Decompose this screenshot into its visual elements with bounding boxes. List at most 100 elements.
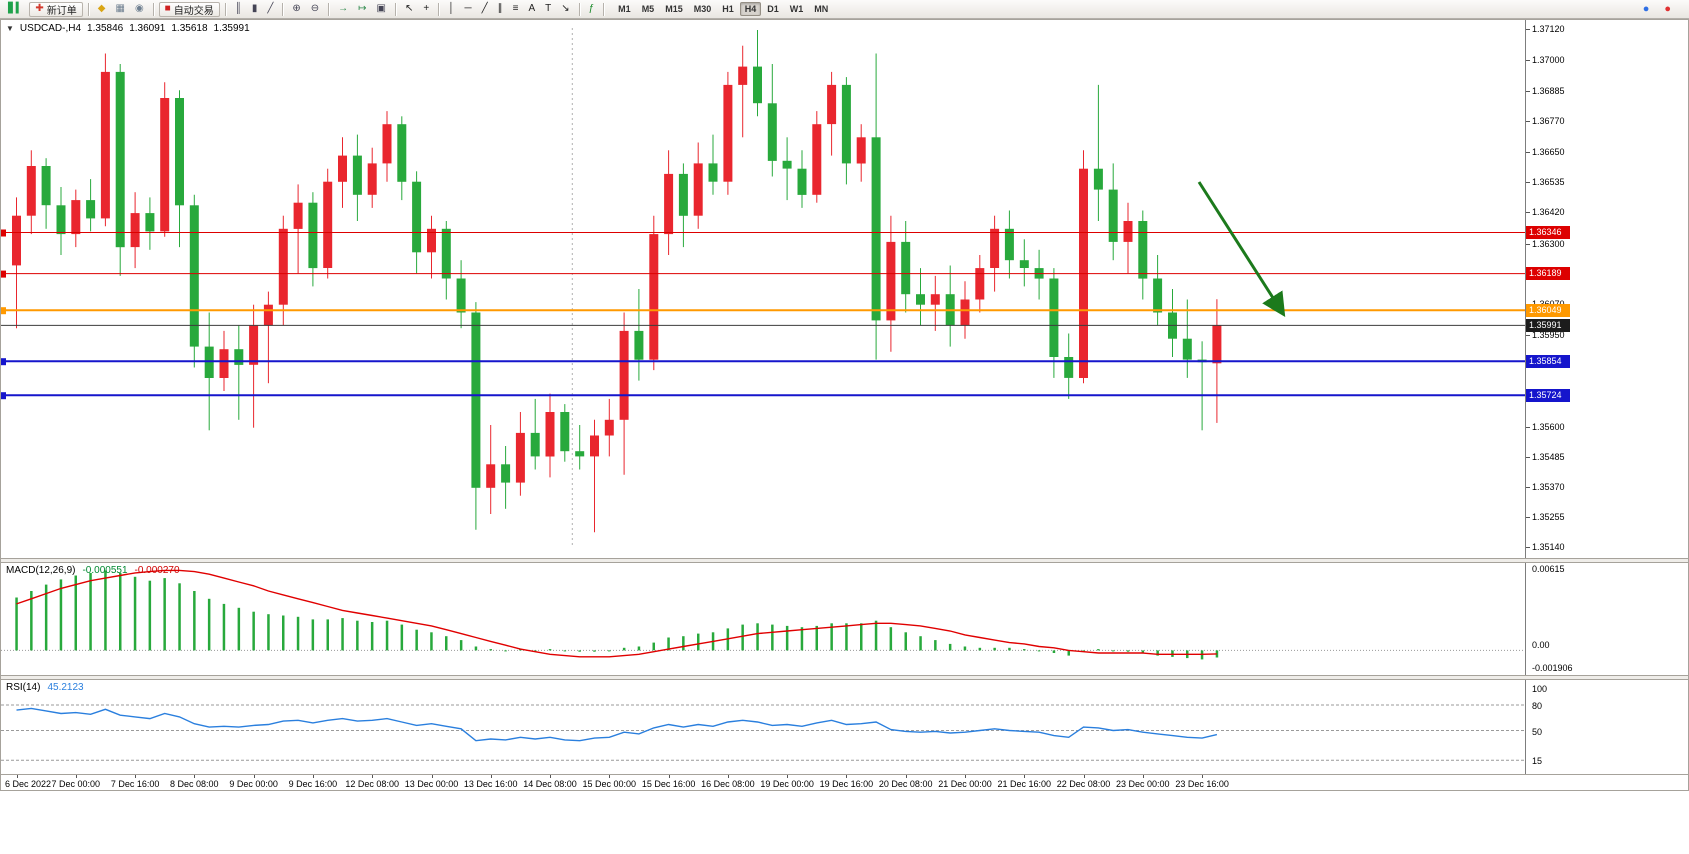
candle bbox=[486, 464, 496, 488]
channel-icon[interactable]: ∥ bbox=[494, 2, 507, 17]
time-axis[interactable]: 6 Dec 2022 7 Dec 00:00 7 Dec 16:00 8 Dec 08… bbox=[1, 774, 1688, 790]
candles-layer bbox=[12, 30, 1222, 533]
zoom-out-icon[interactable]: ⊖ bbox=[307, 2, 323, 17]
chart-shift-icon[interactable]: ↦ bbox=[354, 2, 370, 17]
price-chart-canvas[interactable] bbox=[1, 20, 1525, 558]
zoom-out-icon: ⊖ bbox=[310, 3, 320, 14]
time-tick bbox=[16, 775, 18, 778]
price-axis[interactable] bbox=[1525, 20, 1688, 558]
new-order-button[interactable]: ✚ 新订单 bbox=[29, 1, 83, 17]
price-badge: 1.35991 bbox=[1526, 318, 1570, 332]
cursor-icon: ↖ bbox=[404, 3, 414, 14]
arrow-objects-icon[interactable]: ↘ bbox=[557, 2, 573, 17]
rsi-panel[interactable]: RSI(14) 45.2123 100 80 50 15 bbox=[1, 680, 1688, 774]
time-tick bbox=[727, 775, 729, 778]
new-order-icon: ✚ bbox=[35, 3, 44, 14]
timeframe-d1[interactable]: D1 bbox=[767, 4, 779, 14]
price-axis-label: 1.35140 bbox=[1526, 542, 1565, 552]
macd-panel[interactable]: MACD(12,26,9) -0.000551 -0.000270 0.0061… bbox=[1, 563, 1688, 675]
horizontal-line-icon[interactable]: ─ bbox=[460, 2, 475, 17]
auto-scroll-icon[interactable]: → bbox=[334, 2, 352, 17]
candle bbox=[590, 435, 599, 457]
candle bbox=[634, 330, 644, 360]
price-axis-label: 1.36770 bbox=[1526, 115, 1565, 126]
macd-canvas bbox=[1, 569, 1525, 660]
autotrade-button[interactable]: ■ 自动交易 bbox=[158, 1, 220, 17]
candle bbox=[471, 312, 481, 488]
chart-high-value: 1.36091 bbox=[129, 23, 166, 34]
text-icon[interactable]: A bbox=[524, 2, 539, 17]
autotrade-icon: ■ bbox=[164, 3, 171, 14]
timeframe-m30[interactable]: M30 bbox=[693, 4, 712, 14]
trendline-icon[interactable]: ╱ bbox=[478, 2, 492, 17]
rsi-axis[interactable] bbox=[1525, 680, 1688, 774]
bar-chart-icon: ║ bbox=[234, 3, 242, 14]
expert-advisor-icon: ◆ bbox=[97, 3, 106, 14]
expert-advisor-icon[interactable]: ◆ bbox=[94, 2, 110, 17]
candle bbox=[560, 412, 570, 452]
notification-icon[interactable]: ● bbox=[1660, 2, 1675, 17]
timeframe-h1[interactable]: H1 bbox=[722, 4, 734, 14]
timeframe-mn[interactable]: MN bbox=[814, 4, 829, 14]
candle bbox=[1153, 278, 1163, 313]
candle bbox=[204, 346, 214, 378]
price-axis-label: 1.35370 bbox=[1526, 481, 1565, 492]
candle bbox=[693, 163, 703, 216]
chart-close-value: 1.35991 bbox=[213, 23, 250, 34]
rsi-value: 45.2123 bbox=[47, 682, 84, 693]
rsi-axis-label: 100 bbox=[1532, 684, 1548, 694]
text-label-icon[interactable]: T bbox=[541, 2, 555, 17]
macd-signal-value: -0.000270 bbox=[134, 565, 180, 576]
time-axis-label: 15 Dec 00:00 bbox=[582, 779, 637, 789]
tile-windows-icon[interactable]: ▣ bbox=[373, 2, 390, 17]
line-chart-icon[interactable]: ╱ bbox=[263, 2, 277, 17]
toolbar-separator bbox=[87, 2, 89, 16]
candle bbox=[530, 432, 540, 457]
data-window-icon[interactable]: ▦ bbox=[111, 2, 128, 17]
candlestick-chart-icon[interactable]: ▮ bbox=[248, 2, 262, 17]
time-axis-label: 15 Dec 16:00 bbox=[641, 779, 696, 789]
new-order-label: 新订单 bbox=[46, 5, 77, 17]
macd-signal-line bbox=[16, 569, 1217, 658]
line-anchor bbox=[1, 229, 6, 237]
rsi-axis-label: 80 bbox=[1532, 701, 1543, 711]
time-axis-label: 20 Dec 08:00 bbox=[878, 779, 933, 789]
toolbar-separator bbox=[578, 2, 580, 16]
price-badge: 1.36346 bbox=[1526, 226, 1570, 239]
candle bbox=[1123, 221, 1133, 242]
time-tick bbox=[1202, 775, 1204, 778]
time-tick bbox=[905, 775, 907, 778]
candle bbox=[871, 137, 881, 321]
price-chart-panel[interactable]: ▼ USDCAD-,H4 1.35846 1.36091 1.35618 1.3… bbox=[1, 20, 1688, 558]
indicators-icon[interactable]: ƒ bbox=[585, 2, 599, 17]
timeframe-m15[interactable]: M15 bbox=[665, 4, 683, 14]
candle bbox=[990, 228, 1000, 268]
crosshair-icon[interactable]: + bbox=[419, 2, 433, 17]
chart-shift-icon: ↦ bbox=[358, 3, 367, 14]
candle bbox=[649, 234, 659, 360]
candle bbox=[293, 202, 303, 229]
candle bbox=[901, 241, 911, 295]
timeframe-h4[interactable]: H4 bbox=[739, 2, 762, 16]
cursor-icon[interactable]: ↖ bbox=[401, 2, 417, 17]
zoom-in-icon[interactable]: ⊕ bbox=[288, 2, 304, 17]
timeframe-m1[interactable]: M1 bbox=[618, 4, 631, 14]
panel-splitter[interactable] bbox=[1, 558, 1688, 563]
timeframe-m5[interactable]: M5 bbox=[641, 4, 655, 14]
panel-splitter[interactable] bbox=[1, 675, 1688, 680]
candle bbox=[263, 304, 273, 326]
news-sound-icon[interactable]: ◉ bbox=[131, 2, 148, 17]
candle bbox=[753, 66, 762, 104]
vertical-line-icon[interactable]: │ bbox=[444, 2, 458, 17]
chart-symbol-period: USDCAD-,H4 bbox=[19, 23, 82, 34]
fibonacci-icon[interactable]: ≡ bbox=[509, 2, 523, 17]
timeframe-w1[interactable]: W1 bbox=[789, 4, 804, 14]
connection-status-icon[interactable]: ● bbox=[1639, 2, 1654, 17]
line-anchor bbox=[1, 358, 6, 366]
bar-chart-icon[interactable]: ║ bbox=[231, 2, 246, 17]
chart-menu-icon[interactable]: ▼ bbox=[6, 24, 14, 33]
candle bbox=[738, 66, 748, 85]
trend-arrow[interactable] bbox=[1197, 181, 1286, 318]
macd-axis[interactable] bbox=[1525, 563, 1688, 675]
